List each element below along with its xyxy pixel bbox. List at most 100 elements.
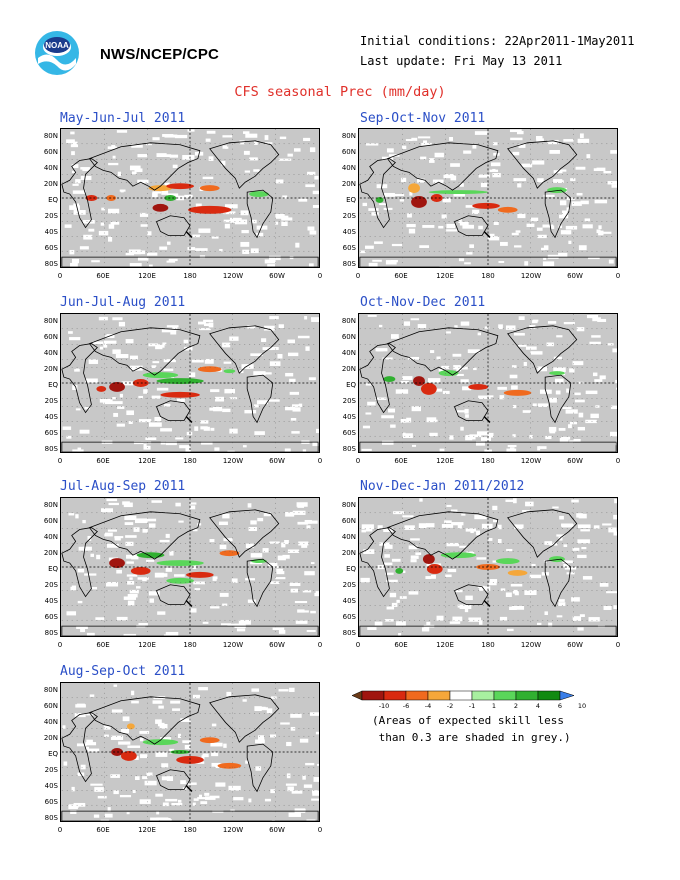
lon-label: 60E (394, 641, 408, 649)
lon-label: 60W (567, 272, 583, 280)
lat-label: 40N (43, 533, 58, 541)
lat-label: 20N (43, 180, 58, 188)
precip-map (358, 128, 618, 268)
lon-label: 0 (317, 641, 323, 649)
precip-map (358, 313, 618, 453)
lon-label: 180 (183, 457, 197, 465)
lat-label: 80S (44, 629, 58, 637)
lat-label: 40N (43, 164, 58, 172)
org-name: NWS/NCEP/CPC (100, 46, 220, 63)
lat-label: 80N (43, 317, 58, 325)
legend-tick: 4 (536, 702, 540, 710)
lat-label: 20N (341, 180, 356, 188)
legend-swatch (361, 690, 385, 701)
lon-label: 0 (57, 272, 63, 280)
lat-label: 40S (44, 782, 58, 790)
svg-text:NOAA: NOAA (45, 41, 69, 50)
main-title: CFS seasonal Prec (mm/day) (234, 84, 446, 100)
lat-label: 40N (341, 533, 356, 541)
lon-label: 60E (96, 641, 110, 649)
lon-label: 180 (481, 272, 495, 280)
lat-label: 80N (43, 501, 58, 509)
lat-label: 40S (44, 228, 58, 236)
legend-tick: -6 (403, 702, 409, 710)
lat-label: 60S (342, 429, 356, 437)
lat-label: 80S (342, 629, 356, 637)
lon-label: 0 (355, 272, 361, 280)
lon-label: 120E (436, 457, 454, 465)
lat-label: 60S (44, 613, 58, 621)
legend-note-line2: than 0.3 are shaded in grey.) (372, 731, 571, 744)
lon-label: 0 (317, 457, 323, 465)
lon-label: 180 (481, 641, 495, 649)
lon-label: 120E (436, 641, 454, 649)
lon-label: 60E (96, 826, 110, 834)
lat-label: 40S (342, 597, 356, 605)
precip-map (60, 497, 320, 637)
lat-label: 60S (44, 244, 58, 252)
panel-title: May-Jun-Jul 2011 (60, 111, 186, 126)
lon-label: 60W (567, 641, 583, 649)
lon-label: 0 (355, 641, 361, 649)
lon-label: 0 (615, 272, 621, 280)
lon-label: 0 (615, 457, 621, 465)
legend-tick: 10 (578, 702, 586, 710)
lat-label: 80N (43, 132, 58, 140)
lon-label: 0 (317, 826, 323, 834)
lat-label: 80S (342, 445, 356, 453)
lat-label: EQ (346, 381, 356, 389)
lat-label: 80N (341, 501, 356, 509)
color-legend: -10 -6 -4 -2 -1 1 2 4 6 10 (351, 690, 586, 710)
lon-label: 0 (57, 826, 63, 834)
lat-label: 20S (342, 581, 356, 589)
lat-label: 80N (341, 132, 356, 140)
lon-label: 120E (436, 272, 454, 280)
lat-label: 20S (44, 397, 58, 405)
lon-label: 120W (222, 641, 244, 649)
lat-label: 60N (43, 333, 58, 341)
lat-label: 20S (342, 212, 356, 220)
precip-map (60, 682, 320, 822)
lat-label: 20N (341, 549, 356, 557)
lat-label: 40S (342, 413, 356, 421)
lon-label: 180 (183, 826, 197, 834)
lon-label: 120W (222, 826, 244, 834)
lat-label: 60S (44, 798, 58, 806)
noaa-logo: NOAA (35, 31, 79, 75)
lat-label: 80N (43, 686, 58, 694)
lat-label: EQ (346, 196, 356, 204)
lon-label: 60W (567, 457, 583, 465)
lat-label: EQ (48, 565, 58, 573)
lat-label: 20S (44, 212, 58, 220)
lat-label: 20S (44, 766, 58, 774)
panel-title: Nov-Dec-Jan 2011/2012 (360, 479, 525, 494)
lat-label: EQ (48, 196, 58, 204)
lon-label: 60W (269, 641, 285, 649)
lat-label: 20N (341, 365, 356, 373)
precip-map (358, 497, 618, 637)
lat-label: 40N (43, 718, 58, 726)
legend-swatch (449, 690, 473, 701)
lon-label: 180 (183, 272, 197, 280)
panel-title: Sep-Oct-Nov 2011 (360, 111, 486, 126)
lon-label: 60E (96, 272, 110, 280)
legend-right-arrow (559, 690, 575, 701)
legend-tick: 6 (558, 702, 562, 710)
legend-note: (Areas of expected skill less than 0.3 a… (372, 712, 571, 746)
lon-label: 120E (138, 457, 156, 465)
lon-label: 60W (269, 272, 285, 280)
panel-title: Aug-Sep-Oct 2011 (60, 664, 186, 679)
lat-label: 80S (44, 260, 58, 268)
lat-label: 60N (341, 148, 356, 156)
panel-title: Oct-Nov-Dec 2011 (360, 295, 486, 310)
lat-label: 60N (43, 702, 58, 710)
panel-title: Jul-Aug-Sep 2011 (60, 479, 186, 494)
lon-label: 60W (269, 826, 285, 834)
lat-label: EQ (48, 381, 58, 389)
legend-note-line1: (Areas of expected skill less (372, 714, 565, 727)
legend-swatch (515, 690, 539, 701)
lon-label: 120E (138, 641, 156, 649)
lon-label: 120E (138, 826, 156, 834)
lat-label: 40N (43, 349, 58, 357)
lat-label: 60S (44, 429, 58, 437)
